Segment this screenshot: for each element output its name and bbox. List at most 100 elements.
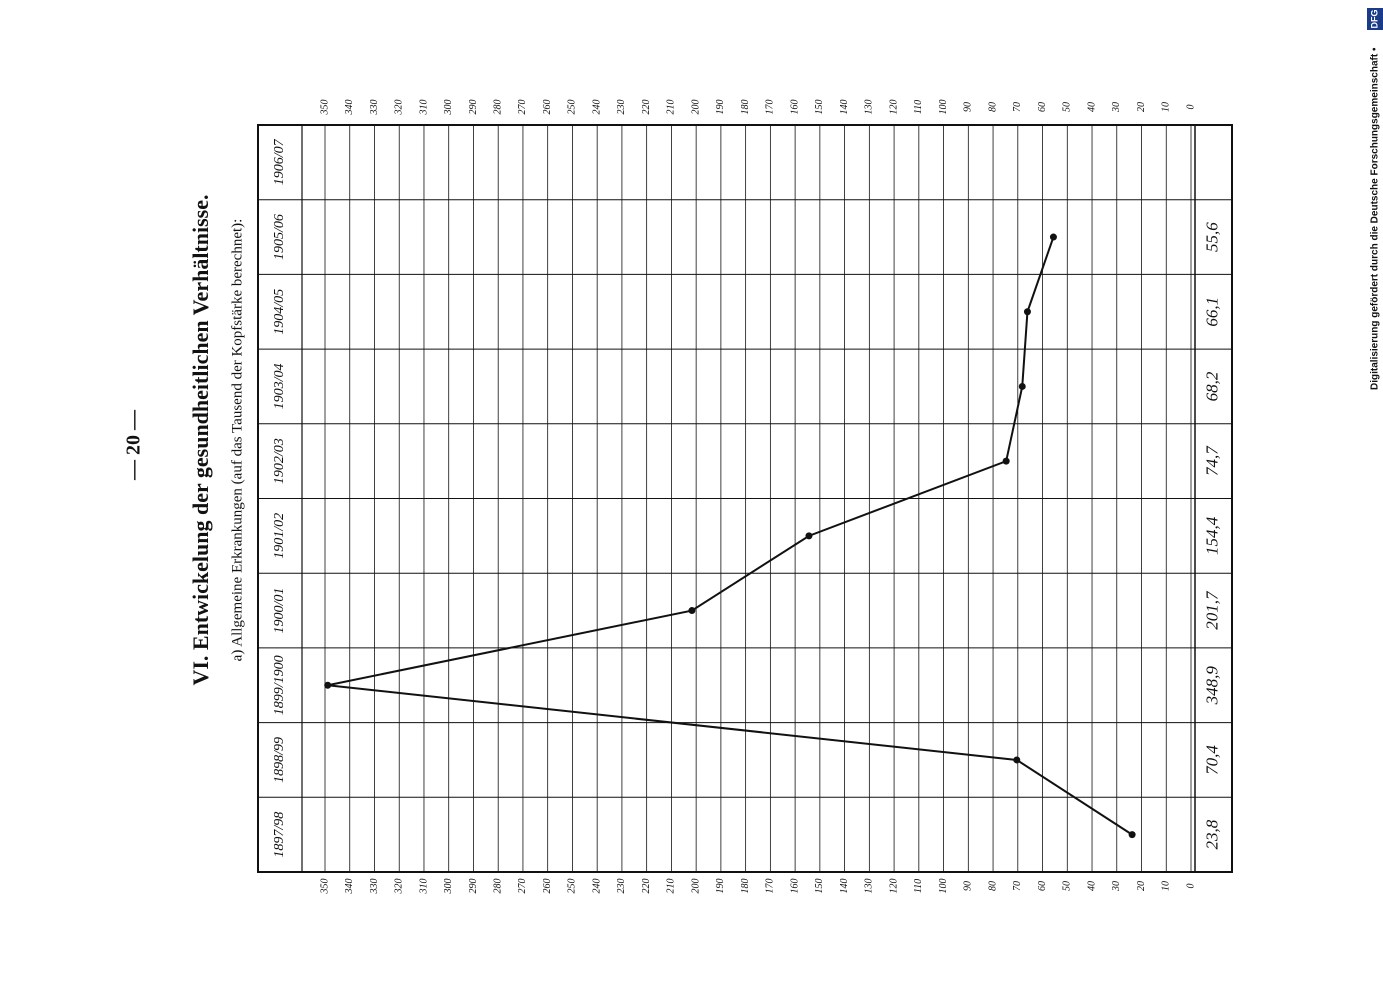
- category-label: 1901/02: [272, 513, 287, 559]
- category-label: 1897/98: [272, 812, 287, 858]
- y-tick-label-right: 130: [864, 100, 875, 115]
- y-tick-label-right: 150: [814, 100, 825, 115]
- category-label: 1905/06: [272, 214, 287, 260]
- category-label: 1904/05: [272, 289, 287, 335]
- value-label: 154,4: [1202, 516, 1221, 555]
- y-tick-label-right: 280: [492, 100, 503, 115]
- y-tick-label-right: 200: [690, 100, 701, 115]
- y-tick-label: 310: [418, 879, 429, 895]
- y-tick-label: 60: [1037, 881, 1048, 891]
- category-label: 1902/03: [272, 438, 287, 484]
- y-tick-label: 40: [1086, 881, 1097, 891]
- value-label: 55,6: [1202, 222, 1221, 252]
- data-point: [1018, 382, 1026, 390]
- y-tick-label-right: 170: [765, 100, 776, 115]
- y-tick-label: 150: [814, 879, 825, 894]
- category-label: 1900/01: [272, 588, 287, 634]
- y-tick-label: 30: [1111, 881, 1122, 892]
- data-point: [688, 607, 696, 615]
- value-label: 68,2: [1202, 371, 1221, 401]
- y-tick-label-right: 330: [369, 100, 380, 116]
- y-tick-label-right: 250: [567, 100, 578, 115]
- y-tick-label: 160: [789, 879, 800, 894]
- value-label: 66,1: [1202, 297, 1221, 327]
- y-tick-label-right: 180: [740, 100, 751, 115]
- chart-subtitle: a) Allgemeine Erkrankungen (auf das Taus…: [229, 219, 245, 662]
- y-tick-label-right: 310: [418, 100, 429, 116]
- data-point: [1023, 308, 1031, 316]
- y-tick-label-right: 300: [443, 100, 454, 116]
- y-tick-label: 220: [641, 879, 652, 894]
- page-number: — 20 —: [123, 409, 145, 481]
- value-label: 74,7: [1202, 445, 1221, 476]
- y-tick-label: 200: [690, 879, 701, 894]
- chart-title: VI. Entwickelung der gesundheitlichen Ve…: [188, 194, 213, 685]
- y-tick-label: 110: [913, 879, 924, 893]
- y-tick-label-right: 240: [591, 100, 602, 115]
- logo-box: [1367, 8, 1383, 30]
- y-tick-label: 210: [666, 879, 677, 894]
- data-point: [324, 681, 332, 689]
- y-tick-label: 120: [888, 879, 899, 894]
- y-tick-label: 0: [1185, 884, 1196, 889]
- y-tick-label: 290: [468, 879, 479, 894]
- data-point: [805, 532, 813, 540]
- y-tick-label-right: 60: [1037, 102, 1048, 112]
- credit: Digitalisierung gefördert durch die Deut…: [1370, 47, 1381, 390]
- y-tick-label: 350: [319, 879, 330, 895]
- y-tick-label-right: 70: [1012, 102, 1023, 112]
- y-tick-label: 230: [616, 879, 627, 894]
- y-tick-label-right: 40: [1086, 102, 1097, 112]
- category-label: 1898/99: [272, 737, 287, 783]
- y-tick-label: 340: [344, 879, 355, 895]
- y-tick-label: 10: [1161, 881, 1172, 891]
- y-tick-label: 90: [963, 881, 974, 891]
- y-tick-label: 190: [715, 879, 726, 894]
- y-tick-label: 280: [492, 879, 503, 894]
- y-tick-label: 70: [1012, 881, 1023, 891]
- y-tick-label: 270: [517, 879, 528, 894]
- y-tick-label-right: 120: [888, 100, 899, 115]
- y-tick-label: 140: [839, 879, 850, 894]
- y-tick-label: 180: [740, 879, 751, 894]
- category-label: 1906/07: [272, 138, 287, 185]
- y-tick-label-right: 190: [715, 100, 726, 115]
- value-label: 348,9: [1202, 666, 1221, 706]
- y-tick-label-right: 30: [1111, 102, 1122, 113]
- value-label: 23,8: [1202, 819, 1221, 849]
- y-tick-label: 300: [443, 879, 454, 895]
- value-label: 201,7: [1202, 590, 1221, 630]
- y-tick-label-right: 270: [517, 100, 528, 115]
- y-tick-label-right: 220: [641, 100, 652, 115]
- y-tick-label-right: 340: [344, 100, 355, 116]
- y-tick-label-right: 0: [1185, 105, 1196, 110]
- logo: DFG: [1369, 10, 1379, 29]
- data-point: [1049, 233, 1057, 241]
- data-point: [1002, 457, 1010, 465]
- y-tick-label-right: 90: [963, 102, 974, 112]
- y-tick-label: 320: [394, 879, 405, 895]
- y-tick-label-right: 20: [1136, 102, 1147, 112]
- y-tick-label-right: 260: [542, 100, 553, 115]
- y-tick-label: 240: [591, 879, 602, 894]
- y-tick-label-right: 140: [839, 100, 850, 115]
- y-tick-label: 250: [567, 879, 578, 894]
- y-tick-label-right: 160: [789, 100, 800, 115]
- data-point: [1128, 831, 1136, 839]
- data-point: [1013, 756, 1021, 764]
- category-label: 1903/04: [272, 364, 287, 410]
- y-tick-label: 20: [1136, 881, 1147, 891]
- value-label: 70,4: [1202, 745, 1221, 775]
- y-tick-label-right: 100: [938, 100, 949, 115]
- y-tick-label-right: 10: [1161, 102, 1172, 112]
- y-tick-label-right: 320: [394, 100, 405, 116]
- y-tick-label-right: 80: [987, 102, 998, 112]
- y-tick-label: 170: [765, 879, 776, 894]
- y-tick-label: 330: [369, 879, 380, 895]
- category-label: 1899/1900: [272, 655, 287, 715]
- y-tick-label-right: 230: [616, 100, 627, 115]
- rotated-sheet: — 20 — VI. Entwickelung der gesundheitli…: [123, 8, 1383, 895]
- y-tick-label: 50: [1062, 881, 1073, 891]
